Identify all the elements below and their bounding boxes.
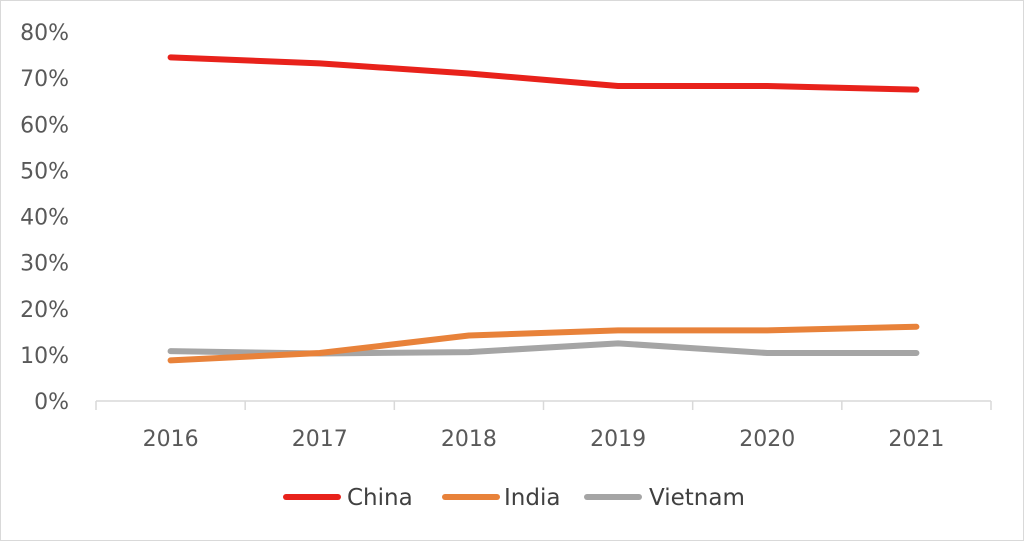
series-line-india	[167, 323, 920, 364]
y-tick-label: 10%	[20, 344, 69, 369]
y-tick-label: 80%	[20, 21, 69, 46]
x-tick-label: 2020	[739, 427, 795, 452]
series-line-china	[167, 54, 920, 93]
y-tick-label: 70%	[20, 67, 69, 92]
y-axis: 0% 10% 20% 30% 40% 50% 60% 70% 80%	[20, 21, 69, 415]
y-tick-label: 20%	[20, 298, 69, 323]
x-tick-label: 2018	[441, 427, 497, 452]
y-tick-label: 50%	[20, 159, 69, 184]
legend-label-vietnam: Vietnam	[649, 485, 745, 511]
x-tick-label: 2017	[292, 427, 348, 452]
x-axis: 2016 2017 2018 2019 2020 2021	[95, 400, 992, 452]
y-tick-label: 40%	[20, 206, 69, 231]
series-group	[167, 54, 920, 364]
legend-label-china: China	[347, 485, 413, 511]
x-tick-label: 2016	[143, 427, 199, 452]
y-tick-label: 0%	[34, 390, 69, 415]
x-tick-label: 2021	[888, 427, 944, 452]
y-tick-label: 30%	[20, 252, 69, 277]
legend: China India Vietnam	[283, 485, 745, 511]
legend-label-india: India	[504, 485, 560, 511]
x-tick-label: 2019	[590, 427, 646, 452]
y-tick-label: 60%	[20, 113, 69, 138]
